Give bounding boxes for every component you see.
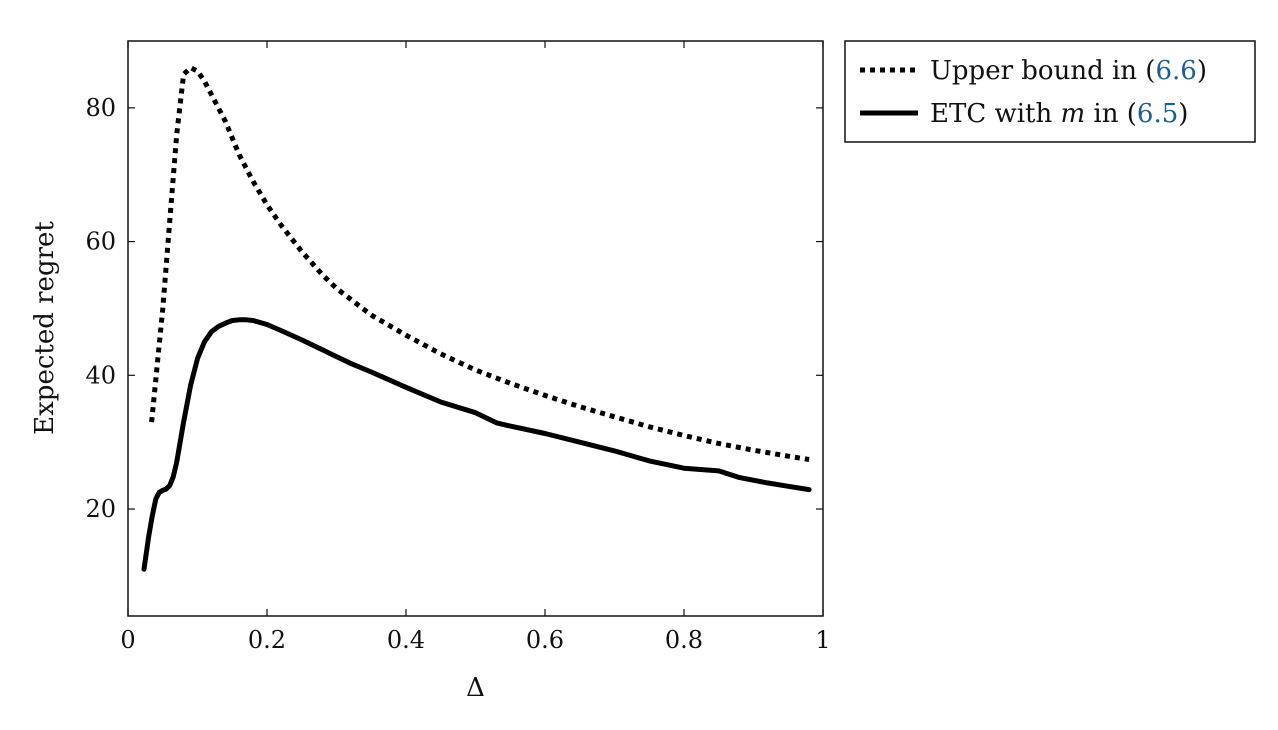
x-tick-label: 1 <box>815 626 830 654</box>
plot-frame <box>127 40 824 617</box>
legend-ref-upper-bound[interactable]: 6.6 <box>1155 56 1196 86</box>
x-axis-label: Δ <box>466 673 485 703</box>
ticks <box>127 41 824 616</box>
x-tick-label: 0.8 <box>665 626 703 654</box>
legend-label-etc: ETC with m in (6.5) <box>930 99 1188 129</box>
tick-labels: 0 0.2 0.4 0.6 0.8 1 20 40 60 80 <box>85 94 830 654</box>
legend-label-upper-bound: Upper bound in (6.6) <box>930 56 1207 86</box>
x-tick-label: 0.4 <box>387 626 425 654</box>
x-tick-label: 0 <box>120 626 135 654</box>
y-axis-label: Expected regret <box>30 221 60 435</box>
x-tick-label: 0.2 <box>248 626 286 654</box>
series-line-upper_bound <box>149 65 810 462</box>
series-line-etc <box>141 317 812 572</box>
y-tick-label: 60 <box>85 228 116 256</box>
legend: Upper bound in (6.6) ETC with m in (6.5) <box>844 40 1256 143</box>
y-tick-label: 40 <box>85 361 116 389</box>
x-tick-label: 0.6 <box>526 626 564 654</box>
legend-box <box>844 40 1256 143</box>
plot-lines <box>141 65 812 572</box>
y-tick-label: 20 <box>85 495 116 523</box>
legend-ref-etc[interactable]: 6.5 <box>1137 99 1178 129</box>
y-tick-label: 80 <box>85 94 116 122</box>
